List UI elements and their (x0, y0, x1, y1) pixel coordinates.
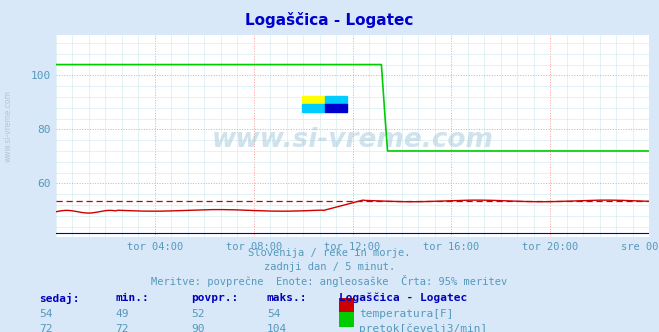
Text: sedaj:: sedaj: (40, 293, 80, 304)
Text: 104: 104 (267, 324, 287, 332)
Text: 72: 72 (40, 324, 53, 332)
Text: 52: 52 (191, 309, 204, 319)
Bar (302, 104, 325, 112)
Bar (302, 96, 325, 104)
Text: pretok[čevelj3/min]: pretok[čevelj3/min] (359, 324, 488, 332)
Text: Meritve: povprečne  Enote: angleosaške  Črta: 95% meritev: Meritve: povprečne Enote: angleosaške Čr… (152, 275, 507, 287)
Text: 54: 54 (267, 309, 280, 319)
Text: 72: 72 (115, 324, 129, 332)
Text: maks.:: maks.: (267, 293, 307, 303)
Text: 54: 54 (40, 309, 53, 319)
Text: Slovenija / reke in morje.: Slovenija / reke in morje. (248, 248, 411, 258)
Text: Logaščica - Logatec: Logaščica - Logatec (339, 293, 468, 303)
Text: povpr.:: povpr.: (191, 293, 239, 303)
Text: 90: 90 (191, 324, 204, 332)
Bar (325, 96, 347, 104)
Text: 49: 49 (115, 309, 129, 319)
Text: min.:: min.: (115, 293, 149, 303)
Bar (325, 104, 347, 112)
Text: www.si-vreme.com: www.si-vreme.com (212, 127, 494, 153)
Text: Logaščica - Logatec: Logaščica - Logatec (245, 12, 414, 28)
Text: www.si-vreme.com: www.si-vreme.com (4, 90, 13, 162)
Text: zadnji dan / 5 minut.: zadnji dan / 5 minut. (264, 262, 395, 272)
Text: temperatura[F]: temperatura[F] (359, 309, 453, 319)
